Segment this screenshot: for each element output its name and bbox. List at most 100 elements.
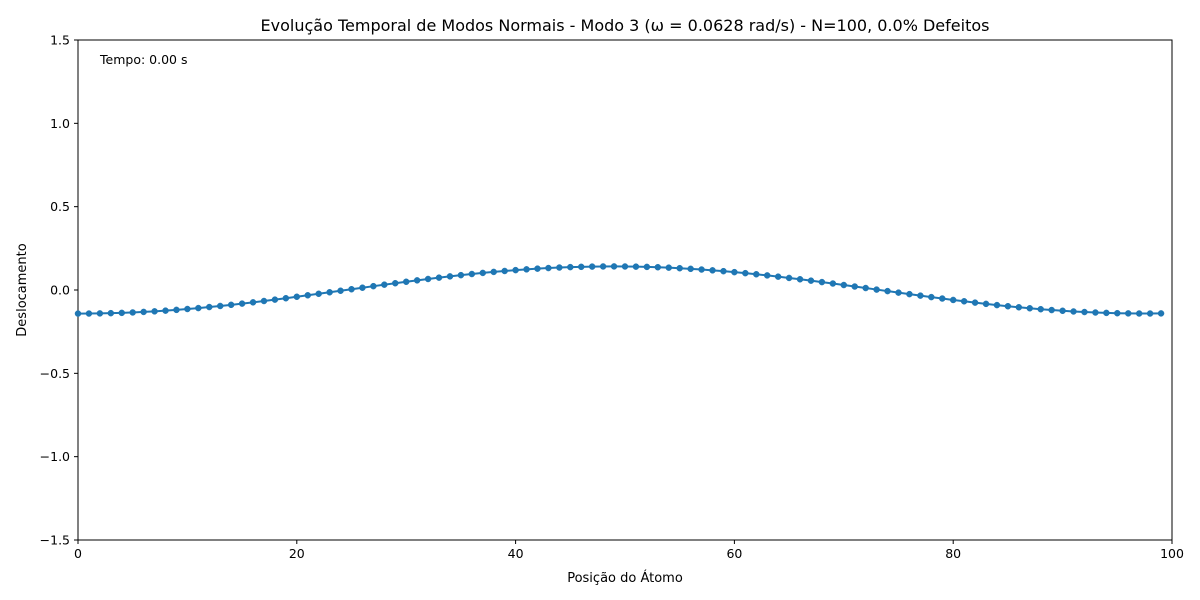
data-point xyxy=(359,284,366,291)
data-point xyxy=(742,269,749,277)
data-point xyxy=(654,263,662,271)
data-point xyxy=(840,281,848,289)
data-point xyxy=(392,279,399,287)
data-point xyxy=(85,310,93,317)
data-point xyxy=(238,300,246,307)
data-point xyxy=(446,273,454,280)
data-point xyxy=(643,263,651,271)
data-point xyxy=(556,264,563,271)
data-point xyxy=(1146,310,1154,317)
data-point xyxy=(588,263,596,270)
data-point xyxy=(763,272,771,279)
data-point xyxy=(457,271,465,279)
data-point xyxy=(490,268,497,276)
x-tick-label: 20 xyxy=(289,546,305,561)
data-point xyxy=(873,286,880,293)
data-point xyxy=(753,271,760,278)
time-annotation: Tempo: 0.00 s xyxy=(99,52,187,67)
y-tick-label: 1.5 xyxy=(50,33,70,48)
data-point xyxy=(260,297,268,305)
data-point xyxy=(862,284,869,292)
data-point xyxy=(545,264,552,272)
x-axis-label: Posição do Átomo xyxy=(567,570,683,586)
data-point xyxy=(271,296,279,303)
data-point xyxy=(610,263,618,270)
data-point xyxy=(567,263,574,271)
series-line xyxy=(77,265,1162,315)
x-tick-label: 80 xyxy=(945,546,961,561)
data-point xyxy=(1092,309,1099,316)
x-tick-label: 0 xyxy=(74,546,82,561)
data-point xyxy=(807,277,815,284)
data-point xyxy=(293,293,301,301)
data-point xyxy=(1048,306,1055,314)
data-point xyxy=(337,287,344,294)
data-point xyxy=(424,275,432,283)
data-point xyxy=(1070,308,1077,315)
data-point xyxy=(512,266,519,274)
data-point xyxy=(315,290,322,298)
y-tick-label: 0.5 xyxy=(50,199,70,214)
data-point xyxy=(381,281,388,288)
data-point xyxy=(468,270,476,278)
data-point xyxy=(184,305,191,313)
y-tick-label: −0.5 xyxy=(40,366,70,381)
data-point xyxy=(479,269,487,277)
data-point xyxy=(402,278,410,286)
data-point xyxy=(851,283,858,290)
y-axis: −1.5 −1.0 −0.5 0.0 0.5 1.0 1.5 xyxy=(40,33,78,548)
data-point xyxy=(74,310,82,317)
data-point xyxy=(709,267,716,274)
y-tick-label: −1.0 xyxy=(40,449,70,464)
data-point xyxy=(1015,304,1023,311)
y-axis-label: Deslocamento xyxy=(15,243,30,336)
data-point xyxy=(523,266,530,273)
data-point xyxy=(107,309,115,317)
data-point xyxy=(304,292,311,299)
data-point xyxy=(129,309,136,316)
data-point xyxy=(785,274,793,282)
data-point xyxy=(501,267,508,275)
data-point xyxy=(1004,302,1012,310)
data-point xyxy=(993,301,1001,309)
data-point xyxy=(413,277,421,284)
data-point xyxy=(720,267,727,275)
data-point xyxy=(173,306,180,314)
data-point xyxy=(632,263,640,270)
data-point xyxy=(162,307,169,314)
data-point xyxy=(1081,308,1088,316)
data-point xyxy=(698,266,705,273)
data-point xyxy=(960,298,968,305)
y-tick-label: −1.5 xyxy=(40,533,70,548)
data-point xyxy=(829,280,837,287)
data-point xyxy=(206,303,213,311)
data-point xyxy=(370,282,377,290)
data-point xyxy=(151,308,158,315)
data-point xyxy=(1124,310,1132,317)
data-point xyxy=(195,304,202,312)
data-point xyxy=(348,285,355,293)
series-layer xyxy=(74,263,1165,317)
data-point xyxy=(621,263,629,270)
data-point xyxy=(895,289,902,296)
data-point xyxy=(1114,309,1121,317)
data-point xyxy=(676,264,683,272)
data-point xyxy=(818,278,826,286)
plot-area xyxy=(77,39,1173,541)
y-tick-label: 0.0 xyxy=(50,283,70,298)
data-point xyxy=(216,302,224,310)
data-point xyxy=(796,276,804,283)
data-point xyxy=(534,265,541,272)
data-point xyxy=(687,265,694,273)
data-point xyxy=(1135,310,1143,317)
data-point xyxy=(1157,310,1165,317)
data-point xyxy=(731,268,738,276)
data-point xyxy=(949,296,957,304)
data-point xyxy=(577,263,585,271)
data-point xyxy=(227,301,235,309)
data-point xyxy=(1103,309,1110,317)
plot-frame xyxy=(77,39,1173,541)
data-point xyxy=(1037,305,1044,313)
data-point xyxy=(982,300,990,308)
